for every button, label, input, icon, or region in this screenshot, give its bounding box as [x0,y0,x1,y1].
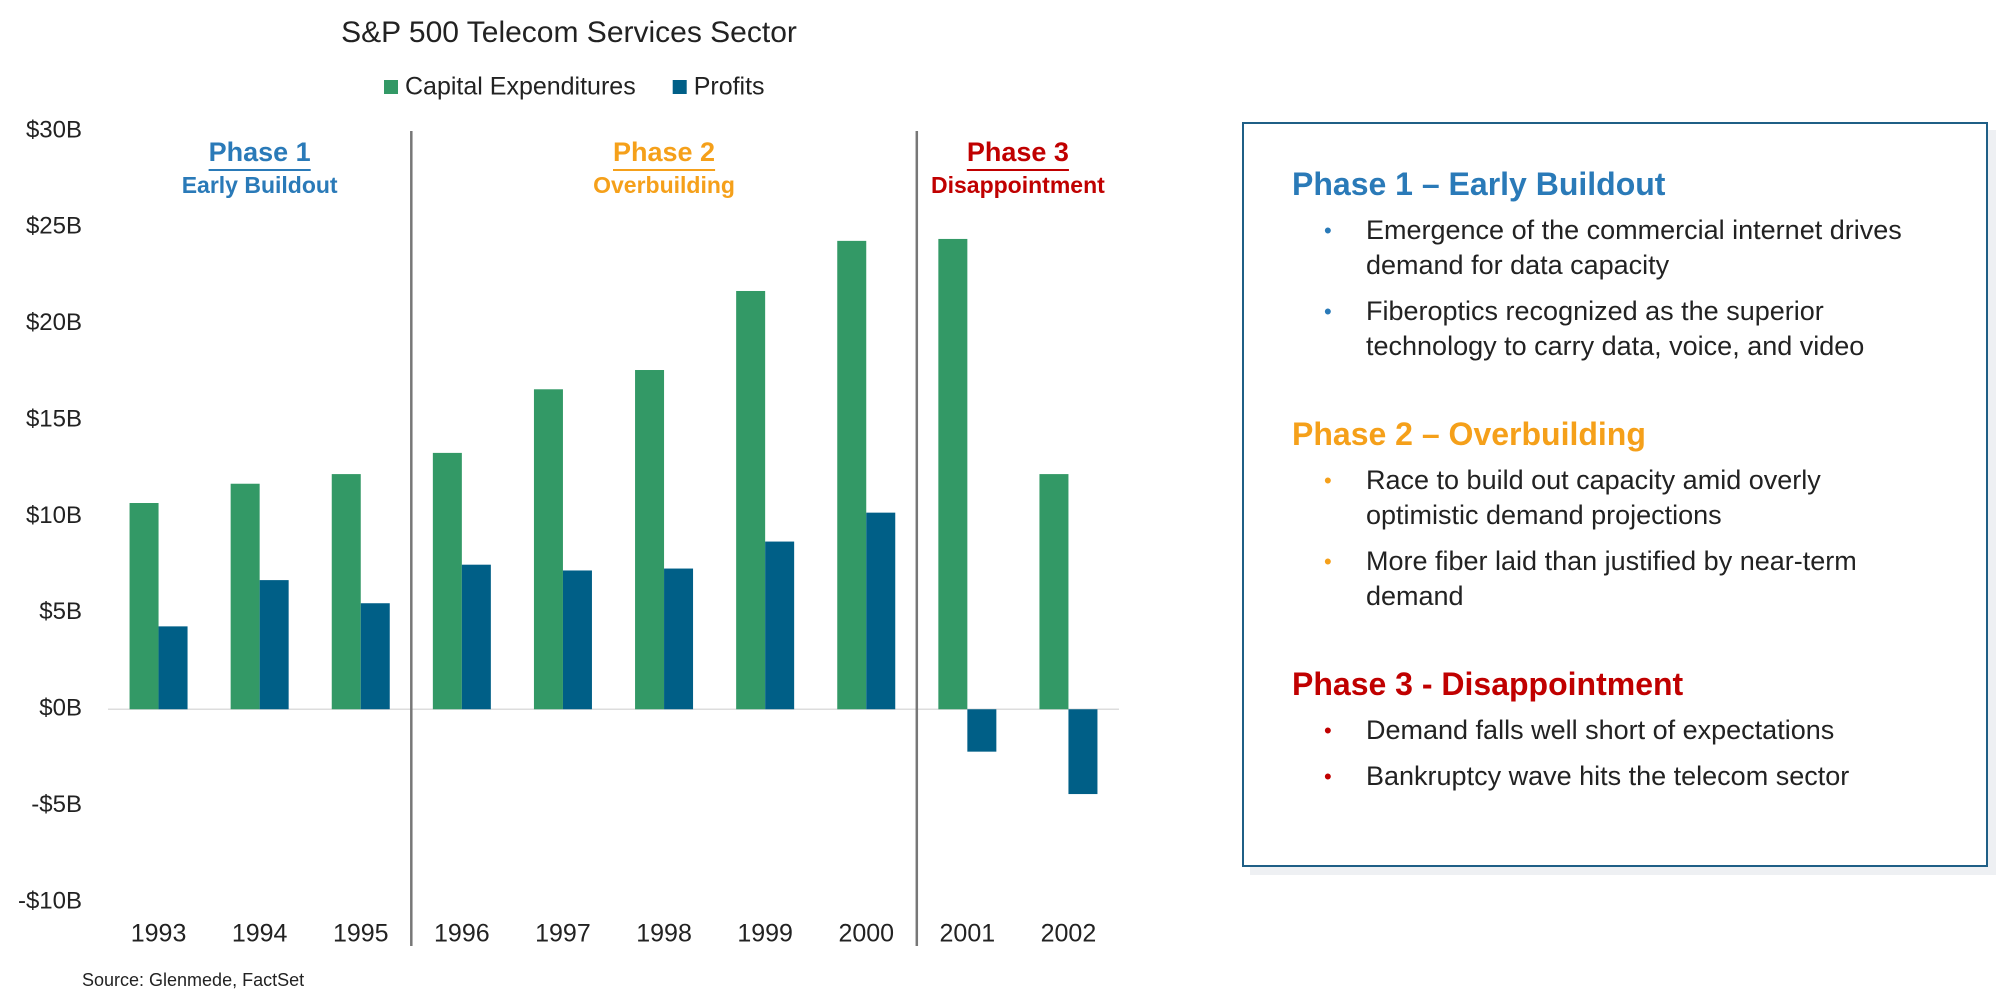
y-tick-label: $30B [26,116,82,143]
x-tick-label: 1993 [131,920,187,948]
bar [230,483,260,710]
bar [129,503,159,710]
bar [158,626,188,710]
bullet-dot: • [1324,764,1332,789]
legend-swatch [672,80,687,94]
x-tick-label: 1997 [535,920,591,948]
bar [837,240,867,710]
phase-title: Phase 3 [967,137,1069,167]
x-tick-label: 2002 [1041,920,1097,948]
bullet-list: • Emergence of the commercial internet dr… [1292,213,1956,364]
bar [1039,474,1069,710]
panel-section: Phase 2 – Overbuilding • Race to build out… [1292,416,1956,614]
panel-section: Phase 3 - Disappointment • Demand falls we… [1292,666,1956,794]
x-tick-label: 1999 [737,920,793,948]
bullet: • Demand falls well short of expectations [1292,713,1926,748]
legend-swatch [384,80,398,94]
section-title: Phase 3 - Disappointment [1292,666,1684,702]
bar [664,568,694,710]
chart: S&P 500 Telecom Services Sector Source: … [18,16,1119,990]
bar [1068,709,1098,795]
x-tick-label: 1994 [232,920,288,948]
bar [765,541,795,710]
bullet-text: Race to build out capacity amid overly o… [1366,465,1821,530]
section-title: Phase 2 – Overbuilding [1292,416,1646,452]
x-tick-label: 1996 [434,920,490,948]
bullet-dot: • [1324,549,1332,574]
bullet-text: Bankruptcy wave hits the telecom sector [1366,761,1850,791]
legend-label: Capital Expenditures [405,73,636,101]
bullet: • Race to build out capacity amid overly … [1292,463,1926,533]
phase-title: Phase 2 [613,137,715,167]
bar [331,474,361,710]
x-tick-label: 1998 [636,920,692,948]
bullet: • More fiber laid than justified by near-… [1292,544,1926,614]
bullet-dot: • [1324,299,1332,324]
bar [533,389,563,710]
bullet: • Emergence of the commercial internet dr… [1292,213,1926,283]
phase-subtitle: Disappointment [931,172,1105,198]
bullet-text: Emergence of the commercial internet dri… [1366,215,1902,280]
x-tick-label: 2001 [940,920,996,948]
bar [360,603,390,710]
bar [461,564,491,710]
chart-title: S&P 500 Telecom Services Sector [341,16,797,49]
bar [562,570,592,710]
phase-panel: Phase 1 – Early Buildout • Emergence of th… [1242,122,1988,867]
bullet-text: Demand falls well short of expectations [1366,715,1835,745]
y-tick-label: $10B [26,502,82,529]
y-tick-label: $15B [26,405,82,432]
y-tick-label: $5B [39,598,82,625]
bar [635,370,665,710]
bar [259,580,289,710]
legend-label: Profits [694,73,765,101]
y-tick-label: $25B [26,213,82,240]
phase-subtitle: Overbuilding [593,172,735,198]
bullet-list: • Race to build out capacity amid overly … [1292,463,1956,614]
phase-subtitle: Early Buildout [182,172,338,198]
bullet-list: • Demand falls well short of expectations… [1292,713,1956,794]
bar [736,290,766,710]
panel-section: Phase 1 – Early Buildout • Emergence of th… [1292,166,1956,364]
bullet-text: Fiberoptics recognized as the superior t… [1366,296,1865,361]
bullet: • Fiberoptics recognized as the superior … [1292,294,1926,364]
y-tick-label: -$10B [18,887,82,914]
phase-title: Phase 1 [209,137,311,167]
x-tick-label: 2000 [838,920,894,948]
bullet-text: More fiber laid than justified by near-t… [1366,546,1857,611]
bar [967,709,997,752]
y-tick-label: $20B [26,309,82,336]
bar [432,452,462,710]
bar [866,512,896,710]
section-title: Phase 1 – Early Buildout [1292,166,1666,202]
source: Source: Glenmede, FactSet [82,970,304,990]
y-tick-label: -$5B [31,791,82,818]
bullet-dot: • [1324,718,1332,743]
bullet-dot: • [1324,218,1332,243]
bullet-dot: • [1324,468,1332,493]
bar [938,238,968,710]
y-tick-label: $0B [39,695,82,722]
x-tick-label: 1995 [333,920,389,948]
bullet: • Bankruptcy wave hits the telecom sector [1292,759,1926,794]
